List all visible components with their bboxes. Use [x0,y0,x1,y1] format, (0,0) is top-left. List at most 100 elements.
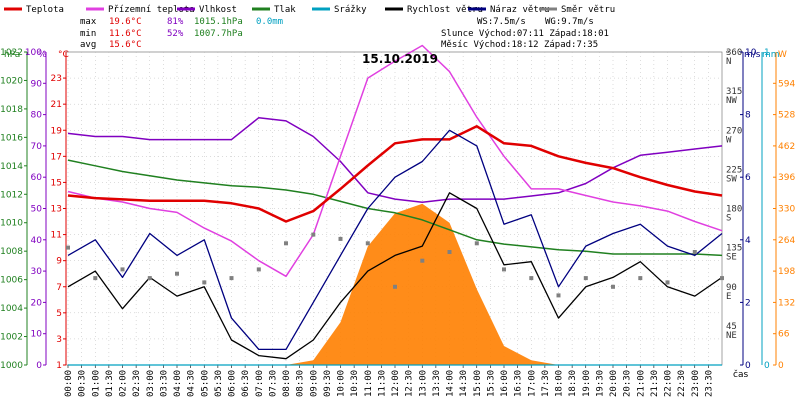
x-tick-label: 19:00 [582,370,592,397]
wind-direction-point [556,293,561,298]
x-tick-label: 23:30 [704,370,714,397]
humidity-axis-unit: % [38,50,47,60]
x-tick-label: 05:00 [200,370,210,397]
stats-label: min [80,29,96,39]
legend-label: Srážky [334,5,367,15]
wind-tick-label: 8 [745,111,751,121]
legend: Teplota Přízemní teplota Vlhkost Tlak Srážky… [4,5,615,15]
direction-tick-label: NW [726,96,737,106]
stats-pressure: 1015.1hPa [194,17,243,27]
pressure-tick-label: 1022 [0,48,23,58]
stats-wind-speed: WS:7.5m/s [477,17,526,27]
temperature-tick-label: 7 [56,283,62,293]
x-tick-label: 06:30 [241,370,251,397]
legend-label: Přízemní teplota [108,5,195,15]
legend-label: Vlhkost [199,5,237,15]
wind-tick-label: 10 [745,48,757,58]
wind-direction-point [720,276,724,281]
temperature-tick-label: 9 [56,257,62,267]
wind-direction-point [420,258,425,263]
x-tick-label: 16:30 [514,370,524,397]
x-tick-label: 07:30 [268,370,278,397]
wind-tick-label: 0 [745,361,751,371]
x-tick-label: 18:30 [568,370,578,397]
series-tlak [67,159,723,257]
x-tick-label: 00:00 [64,370,74,397]
series-rychlost-vetru [67,192,723,360]
x-tick-label: 12:00 [391,370,401,397]
x-tick-label: 15:30 [486,370,496,397]
wind-direction-point [393,284,397,289]
stats-humidity: 52% [167,29,184,39]
x-tick-label: 09:30 [323,370,333,397]
series-teplota [67,125,723,223]
direction-tick-label: SW [726,174,737,184]
pressure-tick-label: 1004 [0,304,23,314]
x-tick-label: 07:00 [255,370,265,397]
temperature-tick-label: 1 [56,361,62,371]
x-tick-label: 09:00 [309,370,319,397]
pressure-tick-label: 1010 [0,219,23,229]
wind-direction-point [365,241,370,246]
rain-tick-label: 1 [764,48,770,58]
x-tick-label: 10:00 [337,370,347,397]
temperature-tick-label: 13 [51,205,62,215]
direction-tick-label: S [726,214,731,224]
pressure-tick-label: 1000 [0,361,23,371]
x-tick-label: 13:00 [418,370,428,397]
wind-direction-point [611,284,615,289]
humidity-tick-label: 80 [31,111,43,121]
direction-tick-label: 90 [726,283,737,293]
wind-direction-point [447,250,452,254]
solar-tick-label: 132 [778,298,795,308]
stats-temp: 15.6°C [109,40,142,50]
x-axis-label: čas [733,369,748,380]
pressure-tick-label: 1008 [0,247,23,257]
stats-panel: max 19.6°C 81% 1015.1hPa 0.0mm min 11.6°C 52% 10… [80,17,609,50]
humidity-tick-label: 40 [31,236,43,246]
rain-axis-unit: mm [762,50,780,60]
x-tick-label: 18:00 [555,370,565,397]
temperature-axis-unit: °C [58,50,69,60]
direction-tick-label: SE [726,253,737,263]
series-layer [66,44,724,366]
x-tick-label: 08:30 [296,370,306,397]
series-naraz-vetru [67,129,723,351]
temperature-tick-label: 19 [51,126,63,136]
wind-direction-point [229,276,234,281]
solar-tick-label: 198 [778,267,795,277]
temperature-tick-label: 21 [51,100,62,110]
pressure-tick-label: 1018 [0,105,23,115]
solar-tick-label: 396 [778,173,795,183]
legend-label: Náraz větru [490,5,550,15]
wind-direction-point [256,267,261,272]
x-tick-label: 03:00 [146,370,156,397]
direction-tick-label: N [726,57,731,67]
x-tick-label: 20:30 [623,370,633,397]
x-tick-label: 22:30 [677,370,687,397]
legend-label: Rychlost větru [407,5,483,15]
humidity-tick-label: 90 [31,79,43,89]
pressure-tick-label: 1002 [0,333,23,343]
direction-tick-label: 180 [726,205,742,215]
wind-direction-point [311,232,316,237]
solar-tick-label: 264 [778,236,795,246]
direction-tick-label: 225 [726,165,742,175]
solar-tick-label: 594 [778,79,795,89]
pressure-tick-label: 1014 [0,162,23,172]
x-tick-label: 16:00 [500,370,510,397]
wind-direction-point [147,276,152,281]
wind-direction-point [202,280,207,285]
legend-label: Směr větru [561,5,615,15]
x-tick-label: 22:00 [664,370,674,397]
wind-direction-point [338,236,343,241]
direction-tick-label: 45 [726,322,737,332]
humidity-tick-label: 30 [31,267,43,277]
x-tick-label: 11:00 [364,370,374,397]
humidity-tick-label: 100 [25,48,42,58]
x-tick-label: 14:00 [446,370,456,397]
stats-label: max [80,17,97,27]
x-tick-label: 23:00 [691,370,701,397]
stats-humidity: 81% [167,17,184,27]
x-tick-label: 04:00 [173,370,183,397]
